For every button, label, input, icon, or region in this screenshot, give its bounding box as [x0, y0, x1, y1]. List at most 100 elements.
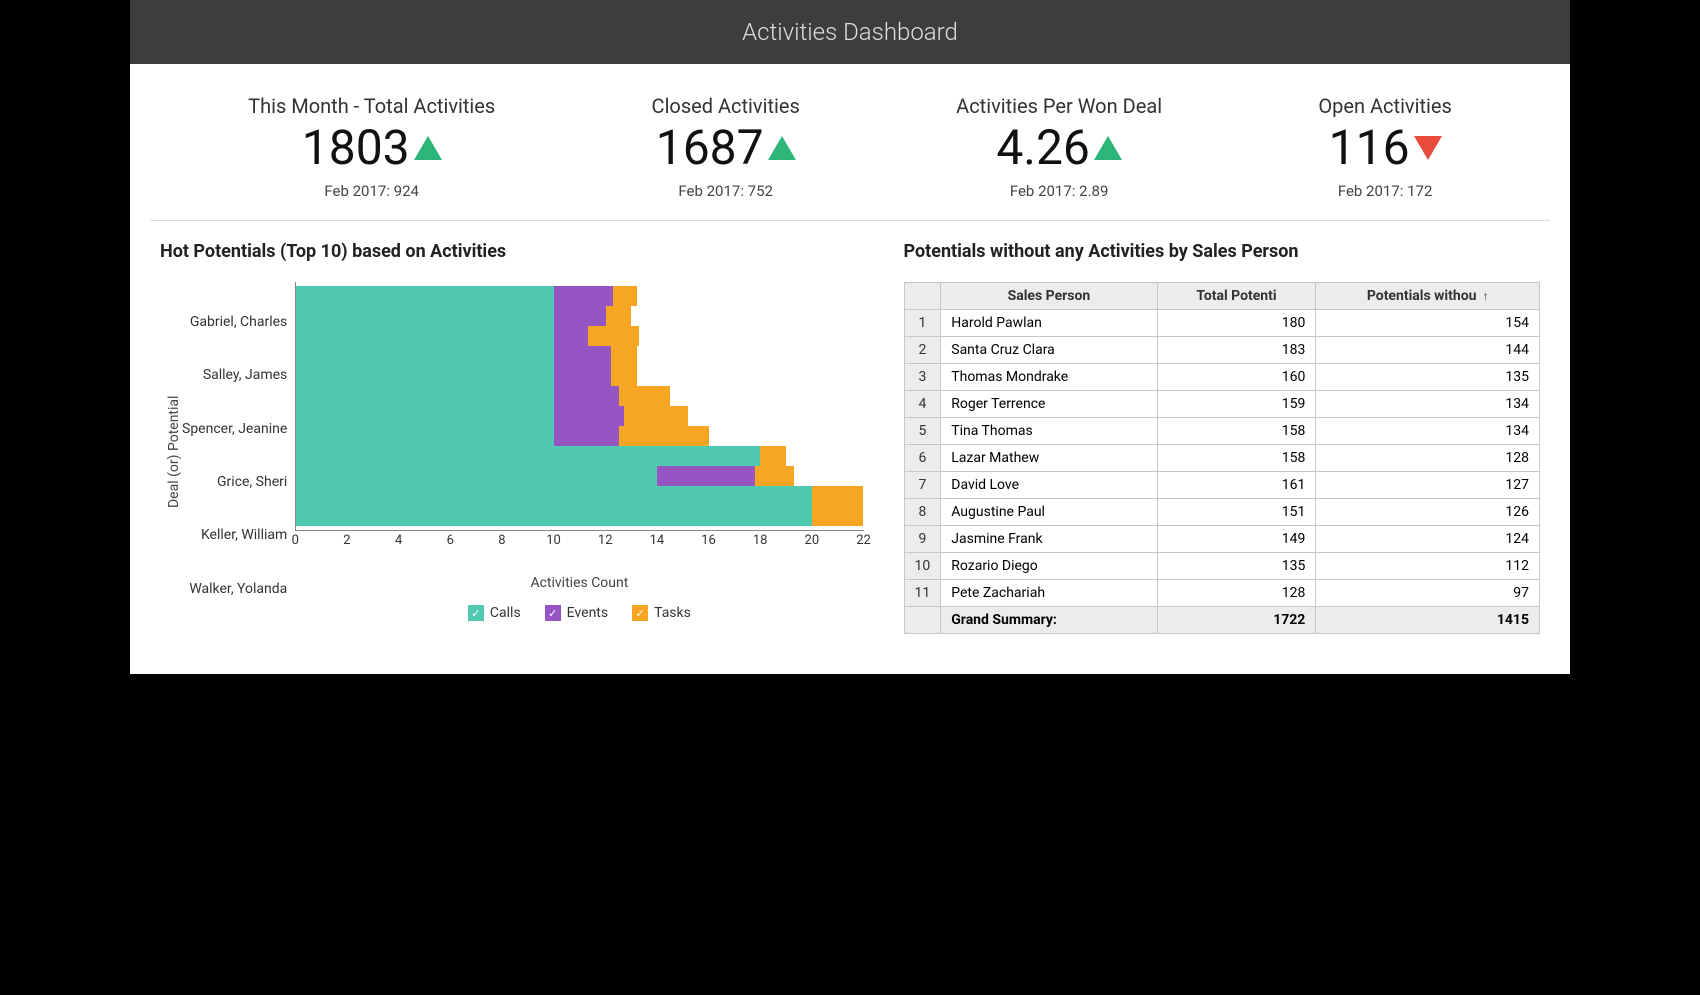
cell-sales-person: David Love — [941, 472, 1157, 499]
cell-sales-person: Pete Zachariah — [941, 580, 1157, 607]
summary-row: Grand Summary:17221415 — [904, 607, 1540, 634]
table-row[interactable]: 6Lazar Mathew158128 — [904, 445, 1540, 472]
cell-potentials-without: 135 — [1316, 364, 1540, 391]
table-header-index[interactable] — [904, 283, 941, 310]
bar-segment-calls — [296, 346, 554, 366]
row-index: 11 — [904, 580, 941, 607]
bar-segment-tasks — [613, 286, 636, 306]
chart-panel: Hot Potentials (Top 10) based on Activit… — [160, 241, 864, 634]
y-tick-label: Salley, James — [182, 362, 287, 388]
table-row[interactable]: 3Thomas Mondrake160135 — [904, 364, 1540, 391]
table-header[interactable]: Total Potenti — [1157, 283, 1316, 310]
x-tick-label: 8 — [498, 533, 505, 548]
row-index: 6 — [904, 445, 941, 472]
cell-potentials-without: 112 — [1316, 553, 1540, 580]
y-axis-ticks: Gabriel, CharlesSalley, JamesSpencer, Je… — [182, 282, 295, 602]
bar-row — [296, 366, 863, 386]
row-index: 1 — [904, 310, 941, 337]
cell-sales-person: Tina Thomas — [941, 418, 1157, 445]
bar-row — [296, 426, 863, 446]
y-tick-label: Grice, Sheri — [182, 469, 287, 495]
cell-total-potential: 158 — [1157, 445, 1316, 472]
bar-row — [296, 506, 863, 526]
chart-wrap: Deal (or) Potential Gabriel, Charles Sall… — [160, 282, 864, 621]
legend-item: ✓ Tasks — [632, 605, 691, 621]
kpi-value: 1803 — [302, 124, 410, 172]
bar-segment-calls — [296, 326, 554, 346]
y-tick-label — [182, 549, 287, 575]
cell-potentials-without: 97 — [1316, 580, 1540, 607]
cell-potentials-without: 127 — [1316, 472, 1540, 499]
bar-segment-events — [554, 306, 606, 326]
y-tick-label: Gabriel, Charles — [182, 309, 287, 335]
table-title: Potentials without any Activities by Sal… — [904, 241, 1541, 262]
y-axis-label: Deal (or) Potential — [160, 282, 182, 621]
summary-without: 1415 — [1316, 607, 1540, 634]
cell-total-potential: 159 — [1157, 391, 1316, 418]
table-row[interactable]: 9Jasmine Frank149124 — [904, 526, 1540, 553]
bar-segment-calls — [296, 386, 554, 406]
cell-total-potential: 180 — [1157, 310, 1316, 337]
cell-potentials-without: 134 — [1316, 391, 1540, 418]
bar-segment-tasks — [760, 446, 786, 466]
table-row[interactable]: 8Augustine Paul151126 — [904, 499, 1540, 526]
bar-segment-calls — [296, 286, 554, 306]
row-index: 2 — [904, 337, 941, 364]
kpi-subtext: Feb 2017: 924 — [248, 182, 495, 200]
legend-item: ✓Events — [545, 605, 608, 621]
cell-potentials-without: 128 — [1316, 445, 1540, 472]
table-row[interactable]: 11Pete Zachariah12897 — [904, 580, 1540, 607]
y-tick-label — [182, 442, 287, 468]
bar-segment-events — [554, 286, 613, 306]
kpi-value: 116 — [1329, 124, 1410, 172]
table-row[interactable]: 7David Love161127 — [904, 472, 1540, 499]
table-header[interactable]: Sales Person — [941, 283, 1157, 310]
table-row[interactable]: 1Harold Pawlan180154 — [904, 310, 1540, 337]
bar-segment-events — [554, 406, 624, 426]
cell-total-potential: 135 — [1157, 553, 1316, 580]
table-header[interactable]: Potentials withou↑ — [1316, 283, 1540, 310]
x-tick-label: 0 — [292, 533, 299, 548]
x-tick-label: 2 — [343, 533, 350, 548]
row-index: 4 — [904, 391, 941, 418]
table-row[interactable]: 5Tina Thomas158134 — [904, 418, 1540, 445]
x-tick-label: 14 — [650, 533, 665, 548]
summary-label: Grand Summary: — [941, 607, 1157, 634]
kpi-title: Closed Activities — [652, 94, 800, 118]
bar-segment-calls — [296, 466, 657, 486]
row-index: 10 — [904, 553, 941, 580]
row-index: 9 — [904, 526, 941, 553]
kpi-value: 4.26 — [996, 124, 1090, 172]
bar-segment-events — [657, 466, 755, 486]
bar-row — [296, 346, 863, 366]
bar-segment-events — [554, 426, 618, 446]
cell-potentials-without: 124 — [1316, 526, 1540, 553]
cell-total-potential: 128 — [1157, 580, 1316, 607]
legend-swatch: ✓ — [632, 605, 648, 621]
bar-segment-events — [554, 366, 611, 386]
y-tick-label — [182, 496, 287, 522]
table-row[interactable]: 10Rozario Diego135112 — [904, 553, 1540, 580]
kpi-value: 1687 — [656, 124, 764, 172]
kpi-card: Open Activities116Feb 2017: 172 — [1318, 94, 1451, 200]
table-panel: Potentials without any Activities by Sal… — [904, 241, 1541, 634]
kpi-card: Activities Per Won Deal4.26Feb 2017: 2.8… — [956, 94, 1162, 200]
potentials-table: Sales PersonTotal PotentiPotentials with… — [904, 282, 1541, 634]
legend-label: Tasks — [654, 605, 691, 621]
table-row[interactable]: 2Santa Cruz Clara183144 — [904, 337, 1540, 364]
kpi-subtext: Feb 2017: 2.89 — [956, 182, 1162, 200]
cell-potentials-without: 134 — [1316, 418, 1540, 445]
row-index: 5 — [904, 418, 941, 445]
kpi-card: This Month - Total Activities1803Feb 201… — [248, 94, 495, 200]
legend-swatch: ✓ — [545, 605, 561, 621]
chart-legend: ✓Calls✓Events✓Tasks — [295, 605, 863, 621]
bar-segment-tasks — [619, 386, 671, 406]
trend-up-icon — [768, 136, 796, 160]
row-index: 8 — [904, 499, 941, 526]
table-row[interactable]: 4Roger Terrence159134 — [904, 391, 1540, 418]
legend-swatch: ✓ — [468, 605, 484, 621]
y-tick-label: Keller, William — [182, 522, 287, 548]
x-tick-label: 16 — [701, 533, 716, 548]
bar-segment-tasks — [606, 306, 632, 326]
bar-segment-tasks — [588, 326, 640, 346]
